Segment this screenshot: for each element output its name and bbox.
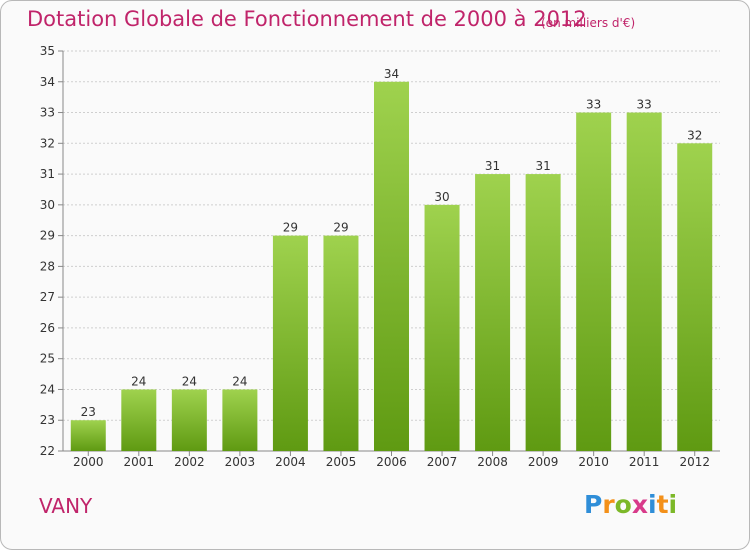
bar-2011 <box>626 112 662 452</box>
logo-letter: t <box>656 490 669 519</box>
chart-subtitle: (en milliers d'€) <box>541 16 636 30</box>
y-tick-label: 35 <box>40 44 55 58</box>
x-tick-label: 2002 <box>174 455 205 469</box>
y-tick-label: 28 <box>40 259 55 273</box>
y-tick-label: 25 <box>40 352 55 366</box>
value-label: 23 <box>81 405 96 419</box>
bar-2007 <box>424 204 460 451</box>
y-tick-label: 27 <box>40 290 55 304</box>
bar-2000 <box>70 420 106 451</box>
value-label: 31 <box>535 159 550 173</box>
bar-2009 <box>525 174 561 452</box>
proxiti-logo: Proxiti <box>584 490 677 519</box>
bar-2001 <box>121 389 157 451</box>
value-label: 24 <box>232 374 247 388</box>
bar-2005 <box>323 235 359 451</box>
bar-2010 <box>576 112 612 452</box>
x-tick-label: 2008 <box>477 455 508 469</box>
y-tick-label: 33 <box>40 106 55 120</box>
x-tick-label: 2001 <box>124 455 155 469</box>
bar-2003 <box>222 389 258 451</box>
x-tick-label: 2011 <box>629 455 660 469</box>
y-tick-label: 24 <box>40 382 55 396</box>
x-tick-label: 2003 <box>225 455 256 469</box>
y-tick-label: 22 <box>40 444 55 458</box>
logo-letter: i <box>648 490 657 519</box>
value-label: 31 <box>485 159 500 173</box>
bar-2008 <box>475 174 511 452</box>
bar-2002 <box>171 389 207 451</box>
y-tick-label: 31 <box>40 167 55 181</box>
x-tick-label: 2004 <box>275 455 306 469</box>
bar-2004 <box>272 235 308 451</box>
value-label: 32 <box>687 128 702 142</box>
value-label: 24 <box>182 374 197 388</box>
x-tick-label: 2006 <box>376 455 407 469</box>
x-tick-label: 2010 <box>578 455 609 469</box>
x-tick-label: 2007 <box>427 455 458 469</box>
y-tick-label: 29 <box>40 229 55 243</box>
y-tick-label: 26 <box>40 321 55 335</box>
y-tick-label: 23 <box>40 413 55 427</box>
x-tick-label: 2009 <box>528 455 559 469</box>
x-tick-label: 2012 <box>679 455 710 469</box>
logo-letter: o <box>614 490 632 519</box>
logo-letter: i <box>668 490 678 519</box>
y-tick-label: 32 <box>40 136 55 150</box>
value-label: 30 <box>434 190 449 204</box>
x-tick-label: 2000 <box>73 455 104 469</box>
y-tick-label: 34 <box>40 75 55 89</box>
commune-name: VANY <box>39 494 93 518</box>
chart-title: Dotation Globale de Fonctionnement de 20… <box>27 7 587 31</box>
value-label: 29 <box>283 221 298 235</box>
value-label: 33 <box>637 98 652 112</box>
logo-letter: r <box>602 490 615 519</box>
value-label: 34 <box>384 67 399 81</box>
x-tick-label: 2005 <box>326 455 357 469</box>
logo-letter: x <box>631 490 648 519</box>
y-tick-label: 30 <box>40 198 55 212</box>
bar-2012 <box>677 143 713 452</box>
bar-2006 <box>374 81 409 452</box>
value-label: 29 <box>333 221 348 235</box>
value-label: 24 <box>131 374 146 388</box>
logo-letter: P <box>584 490 603 519</box>
value-label: 33 <box>586 98 601 112</box>
